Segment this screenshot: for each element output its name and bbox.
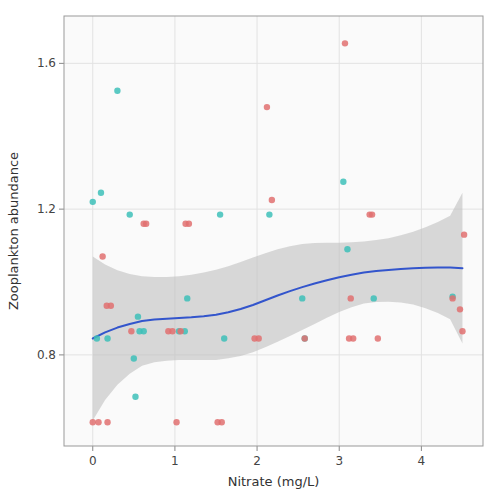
point — [369, 211, 375, 217]
point — [104, 335, 110, 341]
marks — [90, 40, 468, 425]
x-tick-label: 4 — [418, 454, 426, 468]
point — [269, 197, 275, 203]
x-tick — [421, 446, 422, 451]
point — [256, 335, 262, 341]
y-tick — [59, 354, 64, 355]
x-grid-line — [339, 16, 340, 446]
point — [344, 246, 350, 252]
point — [108, 303, 114, 309]
point — [264, 104, 270, 110]
point — [128, 328, 134, 334]
y-tick-label: 1.2 — [37, 202, 56, 216]
point — [104, 419, 110, 425]
point — [173, 419, 179, 425]
point — [90, 419, 96, 425]
x-grid-line — [257, 16, 258, 446]
point — [127, 211, 133, 217]
point — [98, 190, 104, 196]
point — [461, 231, 467, 237]
x-tick — [339, 446, 340, 451]
point — [457, 306, 463, 312]
point — [140, 328, 146, 334]
point — [449, 295, 455, 301]
y-axis-label: Zooplankton abundance — [6, 152, 21, 310]
point — [350, 335, 356, 341]
x-axis-label: Nitrate (mg/L) — [228, 474, 320, 489]
point — [371, 295, 377, 301]
point — [114, 88, 120, 94]
grid — [64, 16, 483, 446]
confidence-band — [93, 193, 463, 421]
y-tick — [59, 63, 64, 64]
x-tick-label: 0 — [89, 454, 97, 468]
point — [302, 335, 308, 341]
point — [340, 179, 346, 185]
x-tick — [92, 446, 93, 451]
point — [90, 199, 96, 205]
chart: 0 1 2 3 4 0.8 1.2 1.6 Nitrate (mg/L) Zooplankton … — [0, 0, 499, 500]
x-grid-line — [174, 16, 175, 446]
plot-frame — [64, 16, 483, 446]
point — [184, 295, 190, 301]
point — [459, 328, 465, 334]
point — [266, 211, 272, 217]
y-tick-label: 1.6 — [37, 56, 56, 70]
x-tick — [257, 446, 258, 451]
point — [131, 355, 137, 361]
y-grid-line — [64, 63, 483, 64]
point — [94, 335, 100, 341]
point — [375, 335, 381, 341]
point — [219, 419, 225, 425]
point — [342, 40, 348, 46]
smooth-line — [93, 267, 463, 338]
point — [302, 335, 308, 341]
y-tick-label: 0.8 — [37, 348, 56, 362]
point — [348, 295, 354, 301]
point — [186, 221, 192, 227]
point — [217, 211, 223, 217]
plot-background — [64, 16, 483, 446]
point — [132, 394, 138, 400]
x-tick-label: 2 — [253, 454, 261, 468]
point — [177, 328, 183, 334]
point — [169, 328, 175, 334]
x-tick — [174, 446, 175, 451]
point — [143, 221, 149, 227]
point — [99, 253, 105, 259]
point — [135, 313, 141, 319]
y-tick — [59, 209, 64, 210]
y-grid-line — [64, 209, 483, 210]
point — [299, 295, 305, 301]
x-tick-label: 1 — [171, 454, 179, 468]
point — [221, 335, 227, 341]
x-tick-label: 3 — [335, 454, 343, 468]
point — [95, 419, 101, 425]
